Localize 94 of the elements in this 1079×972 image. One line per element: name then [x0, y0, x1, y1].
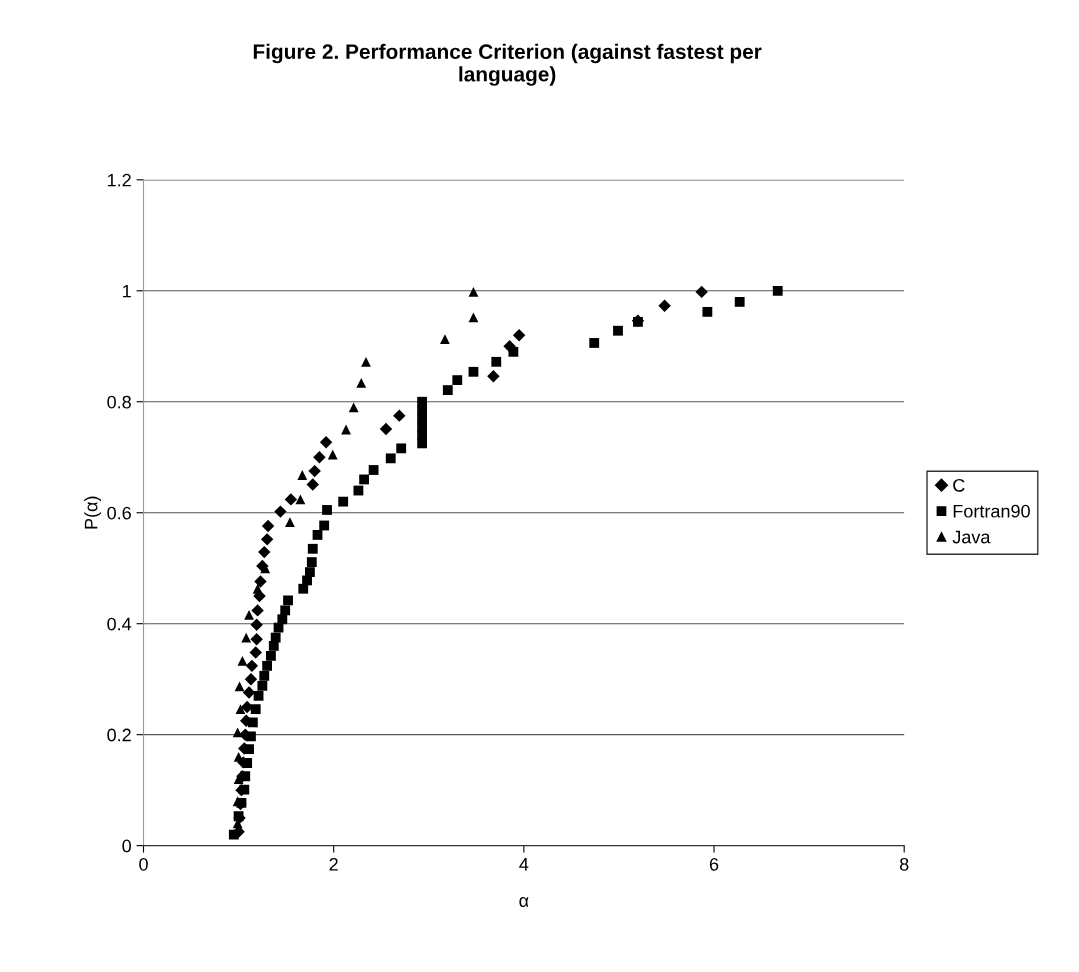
point	[266, 650, 276, 661]
point	[260, 533, 274, 546]
point	[256, 559, 269, 573]
legend-label: Fortran90	[953, 504, 1030, 518]
point	[270, 632, 281, 643]
point	[468, 366, 479, 377]
x-axis-title: α	[519, 897, 529, 907]
x-tick-label: 8	[899, 857, 909, 871]
point	[368, 465, 379, 475]
point	[307, 543, 318, 554]
point	[359, 474, 370, 485]
point	[319, 520, 330, 531]
point	[305, 567, 315, 578]
point	[417, 421, 428, 432]
point	[298, 583, 309, 594]
point	[327, 449, 338, 460]
point	[237, 655, 248, 666]
point	[312, 530, 323, 540]
point	[589, 338, 600, 348]
x-tick-label: 6	[709, 857, 719, 871]
point	[258, 545, 271, 559]
point	[702, 306, 713, 317]
point	[250, 618, 263, 632]
point	[253, 690, 264, 701]
point	[274, 505, 287, 518]
point	[261, 519, 275, 533]
point	[259, 670, 270, 681]
point	[417, 396, 428, 407]
chart-title: Figure 2. Performance Criterion (against fastest per language)	[253, 43, 762, 86]
point	[396, 443, 407, 454]
point	[234, 681, 245, 692]
y-tick-label: 1	[123, 284, 131, 298]
point	[285, 517, 295, 528]
y-tick-label: 0.2	[107, 728, 131, 742]
point	[379, 422, 393, 436]
y-tick-label: 0.8	[107, 395, 131, 409]
y-tick-label: 0.4	[107, 617, 132, 631]
point	[308, 464, 321, 478]
point	[503, 340, 516, 353]
point	[734, 296, 745, 307]
y-tick-label: 0	[122, 839, 131, 853]
point	[491, 356, 502, 367]
x-tick-label: 2	[329, 857, 338, 871]
point	[487, 370, 500, 383]
point	[512, 328, 526, 342]
point	[306, 478, 319, 491]
legend-label: Java	[952, 530, 991, 544]
point	[249, 646, 262, 659]
point	[468, 286, 479, 297]
point	[440, 334, 450, 344]
point	[244, 672, 258, 686]
point	[253, 589, 266, 603]
point	[319, 436, 333, 449]
point	[385, 453, 396, 464]
point	[361, 356, 371, 367]
point	[353, 485, 364, 496]
point	[297, 470, 308, 480]
point	[695, 285, 708, 299]
point	[613, 325, 623, 336]
point	[251, 604, 264, 617]
point	[235, 704, 246, 715]
point	[250, 704, 261, 715]
point	[268, 640, 279, 651]
point	[658, 299, 671, 312]
y-axis-title: P(α)	[84, 496, 102, 529]
x-tick-label: 4	[519, 858, 529, 871]
point	[262, 660, 273, 671]
point	[322, 505, 332, 515]
point	[348, 402, 359, 413]
point	[295, 494, 306, 505]
point	[393, 409, 406, 422]
point	[254, 575, 267, 588]
point	[452, 375, 463, 386]
point	[242, 686, 256, 699]
point	[356, 377, 367, 388]
point	[772, 285, 783, 296]
point	[280, 605, 291, 616]
point	[284, 493, 298, 506]
point	[442, 385, 453, 396]
point	[245, 659, 259, 673]
y-tick-label: 1.2	[107, 173, 131, 187]
point	[468, 312, 479, 323]
y-tick-label: 0.6	[107, 506, 131, 520]
point	[241, 632, 252, 643]
point	[257, 680, 268, 691]
point	[306, 557, 317, 568]
point	[250, 633, 263, 646]
point	[338, 496, 349, 507]
legend-label: C	[953, 478, 965, 492]
x-tick-label: 0	[139, 857, 148, 871]
point	[277, 614, 288, 625]
point	[283, 595, 293, 606]
point	[313, 451, 326, 464]
point	[244, 609, 254, 620]
